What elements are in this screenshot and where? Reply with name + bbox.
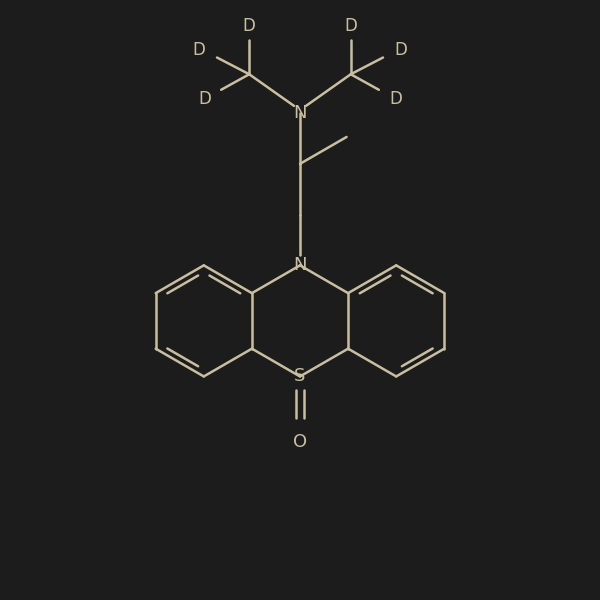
Text: O: O: [293, 433, 307, 451]
Text: N: N: [293, 256, 307, 274]
Text: D: D: [193, 41, 206, 59]
Text: D: D: [243, 17, 256, 35]
Text: D: D: [344, 17, 357, 35]
Text: D: D: [394, 41, 407, 59]
Text: D: D: [198, 91, 211, 109]
Text: N: N: [293, 104, 307, 122]
Text: S: S: [295, 367, 305, 385]
Text: D: D: [389, 91, 402, 109]
